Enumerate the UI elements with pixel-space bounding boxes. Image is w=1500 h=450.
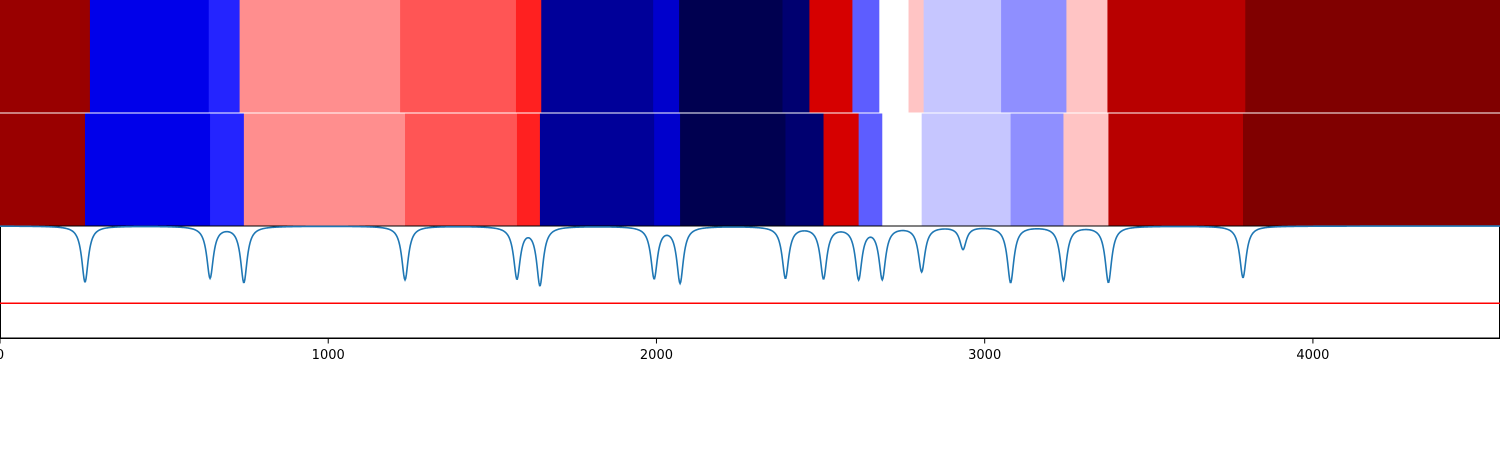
heatmap-cell-1-5 [400,0,517,113]
x-tick-label-3: 2000 [640,348,673,363]
heatmap-cell-1-9 [679,0,783,113]
heatmap-cell-2-2 [85,113,211,226]
heatmap-row-1 [0,0,1500,113]
heatmap-cell-2-7 [539,113,655,226]
heatmap-cell-2-9 [680,113,786,226]
heatmap-cell-2-18 [1242,113,1500,226]
heatmap-cell-1-3 [208,0,241,113]
heatmap-cell-2-8 [654,113,681,226]
heatmap-cell-2-4 [243,113,406,226]
heatmap-cell-1-11 [809,0,853,113]
heatmap-cell-1-14 [908,0,925,113]
heatmap-cell-2-3 [210,113,245,226]
heatmap-cell-1-6 [515,0,542,113]
heatmap-row-2 [0,113,1500,226]
heatmap-cell-1-17 [1066,0,1108,113]
heatmap-cell-2-13 [882,113,923,226]
x-tick-label-5: 4000 [1296,348,1329,363]
trace-panel [0,225,1500,339]
heatmap-cell-2-14 [921,113,1012,226]
heatmap-cell-2-12 [858,113,883,226]
heatmap-cell-1-8 [653,0,680,113]
x-tick-label-2: 1000 [312,348,345,363]
heatmap-cell-1-4 [239,0,401,113]
heatmap-cell-2-10 [785,113,825,226]
heatmap-cell-1-13 [879,0,910,113]
x-tick-label-1: 0 [0,348,4,363]
heatmap-cell-2-6 [516,113,541,226]
x-tick-label-4: 3000 [968,348,1001,363]
heatmap-cell-1-15 [923,0,1002,113]
heatmap-cell-2-16 [1063,113,1109,226]
heatmap-cell-1-7 [541,0,654,113]
heatmap-cell-1-19 [1245,0,1500,113]
heatmap-cell-2-11 [823,113,860,226]
trace-panel-frame [0,225,1500,339]
heatmap-cell-1-16 [1001,0,1067,113]
trace-line [0,225,1500,287]
heatmap-cell-2-5 [405,113,518,226]
heatmap-cell-1-2 [89,0,210,113]
heatmap-cell-1-1 [0,0,91,113]
heatmap-cell-1-18 [1107,0,1246,113]
heatmap-cell-2-15 [1010,113,1064,226]
heatmap-cell-2-1 [0,113,86,226]
heatmap-cell-1-10 [782,0,810,113]
heatmap-cell-2-17 [1108,113,1244,226]
heatmap-cell-1-12 [852,0,880,113]
x-axis-ticks: 0 1000 2000 3000 4000 [0,338,1329,363]
